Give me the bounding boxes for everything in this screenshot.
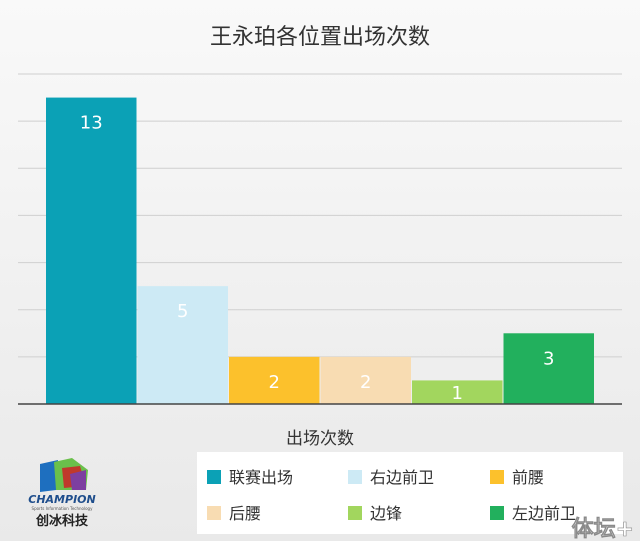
value-label-2: 5 bbox=[177, 301, 188, 322]
legend-swatch-1 bbox=[207, 470, 221, 484]
legend-swatch-6 bbox=[490, 506, 504, 520]
value-label-1: 13 bbox=[80, 113, 103, 134]
x-axis-label: 出场次数 bbox=[286, 429, 354, 449]
bar-5 bbox=[412, 380, 503, 404]
bar-4 bbox=[320, 356, 411, 404]
legend-label-5: 边锋 bbox=[370, 504, 402, 523]
legend-label-6: 左边前卫 bbox=[512, 504, 576, 523]
bar-6 bbox=[503, 333, 594, 404]
bar-3 bbox=[229, 356, 320, 404]
logo-tagline: Sports Information Technology bbox=[32, 506, 94, 511]
logo-mark-blue bbox=[40, 460, 58, 492]
watermark: 体坛+ bbox=[572, 517, 634, 541]
legend-label-4: 后腰 bbox=[229, 504, 261, 523]
bars bbox=[46, 97, 594, 405]
legend-swatch-3 bbox=[490, 470, 504, 484]
legend-box bbox=[197, 452, 623, 534]
value-label-6: 3 bbox=[543, 348, 554, 369]
logo-cn-name: 创冰科技 bbox=[35, 513, 89, 529]
value-label-4: 2 bbox=[360, 372, 371, 393]
legend-swatch-5 bbox=[348, 506, 362, 520]
chart-title: 王永珀各位置出场次数 bbox=[210, 25, 430, 50]
bar-2 bbox=[137, 286, 228, 404]
legend-label-1: 联赛出场 bbox=[229, 468, 293, 487]
bar-1 bbox=[46, 97, 137, 405]
logo-brand: CHAMPION bbox=[28, 493, 95, 506]
legend-swatch-2 bbox=[348, 470, 362, 484]
value-label-5: 1 bbox=[452, 383, 463, 404]
legend-label-2: 右边前卫 bbox=[370, 468, 434, 487]
value-label-3: 2 bbox=[269, 372, 280, 393]
logo-mark-purple bbox=[70, 470, 86, 490]
legend-swatch-4 bbox=[207, 506, 221, 520]
champion-logo: CHAMPION Sports Information Technology 创… bbox=[28, 458, 96, 529]
legend-label-3: 前腰 bbox=[512, 468, 544, 487]
